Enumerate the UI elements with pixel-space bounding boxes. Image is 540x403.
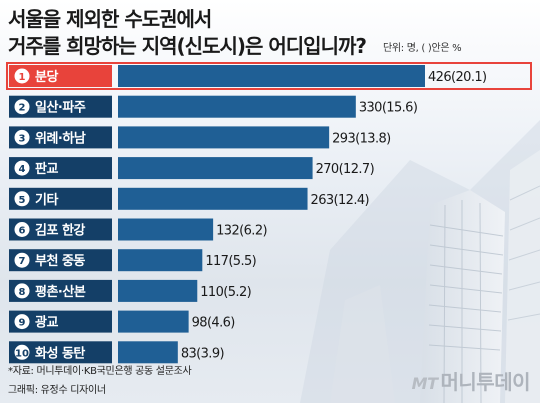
category-label-box — [9, 249, 112, 272]
rank-number: 6 — [19, 226, 26, 237]
category-label: 분당 — [35, 69, 58, 85]
bar-row: 9 광교 98(4.6) — [9, 310, 235, 333]
rank-number: 3 — [19, 133, 26, 144]
logo-mt-mark: MT — [411, 374, 438, 393]
bar — [118, 187, 308, 210]
category-label: 평촌·산본 — [35, 284, 86, 300]
bar — [118, 95, 356, 118]
bar-row: 7 부천 중동 117(5.5) — [9, 249, 257, 272]
category-label-box — [9, 218, 112, 241]
bar — [118, 218, 214, 241]
bar-row: 1 분당 426(20.1) — [6, 62, 532, 90]
rank-badge — [14, 160, 30, 176]
rank-number: 5 — [19, 195, 26, 206]
bar — [118, 310, 189, 333]
value-label: 83(3.9) — [181, 346, 224, 361]
rank-badge — [14, 314, 30, 330]
rank-badge — [14, 129, 30, 145]
category-label-box — [9, 187, 112, 210]
rank-number: 4 — [19, 164, 26, 175]
category-label-box — [9, 279, 112, 302]
highlight-row-frame — [6, 62, 532, 90]
category-label: 화성 동탄 — [35, 345, 85, 361]
value-label: 426(20.1) — [428, 70, 487, 85]
rank-number: 9 — [19, 318, 26, 329]
bar-row: 3 위례·하남 293(13.8) — [9, 126, 391, 149]
bar — [118, 249, 203, 272]
chart-title-line-1: 서울을 제외한 수도권에서 — [8, 7, 212, 31]
category-label: 판교 — [35, 161, 58, 177]
rank-number: 8 — [19, 287, 26, 298]
unit-note: 단위: 명, ( )안은 % — [383, 43, 462, 54]
bar — [118, 279, 198, 302]
category-label: 위례·하남 — [35, 130, 86, 146]
category-label: 김포 한강 — [35, 223, 85, 239]
rank-badge — [14, 68, 30, 84]
category-label-box — [9, 310, 112, 333]
category-label: 일산·파주 — [35, 100, 86, 116]
category-label-box — [9, 126, 112, 149]
category-label-box — [9, 95, 112, 118]
rank-badge — [14, 191, 30, 207]
category-label-box — [9, 65, 112, 87]
bar-row: 10 화성 동탄 83(3.9) — [9, 341, 225, 364]
value-label: 263(12.4) — [311, 193, 370, 208]
value-label: 132(6.2) — [216, 224, 267, 239]
bar — [118, 157, 313, 180]
bar-row: 4 판교 270(12.7) — [9, 157, 375, 180]
rank-badge — [14, 344, 30, 360]
source-note: *자료: 머니투데이·KB국민은행 공동 설문조사 — [8, 366, 192, 377]
category-label-box — [9, 341, 112, 364]
bar-row: 5 기타 263(12.4) — [9, 187, 370, 210]
rank-number: 2 — [19, 103, 26, 114]
rank-badge — [14, 99, 30, 115]
value-label: 117(5.5) — [205, 254, 256, 269]
bar — [118, 341, 178, 364]
value-label: 330(15.6) — [359, 101, 418, 116]
rank-badge — [14, 283, 30, 299]
graphic-credit: 그래픽: 유정수 디자이너 — [8, 385, 106, 396]
rank-badge — [14, 222, 30, 237]
value-label: 98(4.6) — [192, 316, 235, 331]
category-label-box — [9, 157, 112, 180]
bar — [118, 126, 330, 149]
value-label: 293(13.8) — [332, 131, 391, 146]
value-label: 110(5.2) — [200, 285, 251, 300]
category-label: 부천 중동 — [35, 254, 85, 269]
rank-number: 10 — [15, 348, 29, 359]
bar-row: 8 평촌·산본 110(5.2) — [9, 279, 252, 302]
bar-row: 6 김포 한강 132(6.2) — [9, 218, 268, 241]
chart-title-line-2: 거주를 희망하는 지역(신도시)은 어디입니까? — [8, 34, 367, 58]
category-label: 기타 — [35, 192, 58, 208]
logo-text: 머니투데이 — [440, 370, 531, 394]
category-label: 광교 — [35, 316, 58, 331]
value-label: 270(12.7) — [316, 162, 375, 177]
rank-number: 1 — [19, 72, 26, 83]
rank-number: 7 — [19, 256, 26, 267]
bar — [118, 65, 425, 87]
bar-row: 2 일산·파주 330(15.6) — [9, 95, 418, 118]
publisher-logo: MT 머니투데이 — [411, 366, 531, 395]
rank-badge — [14, 252, 30, 268]
